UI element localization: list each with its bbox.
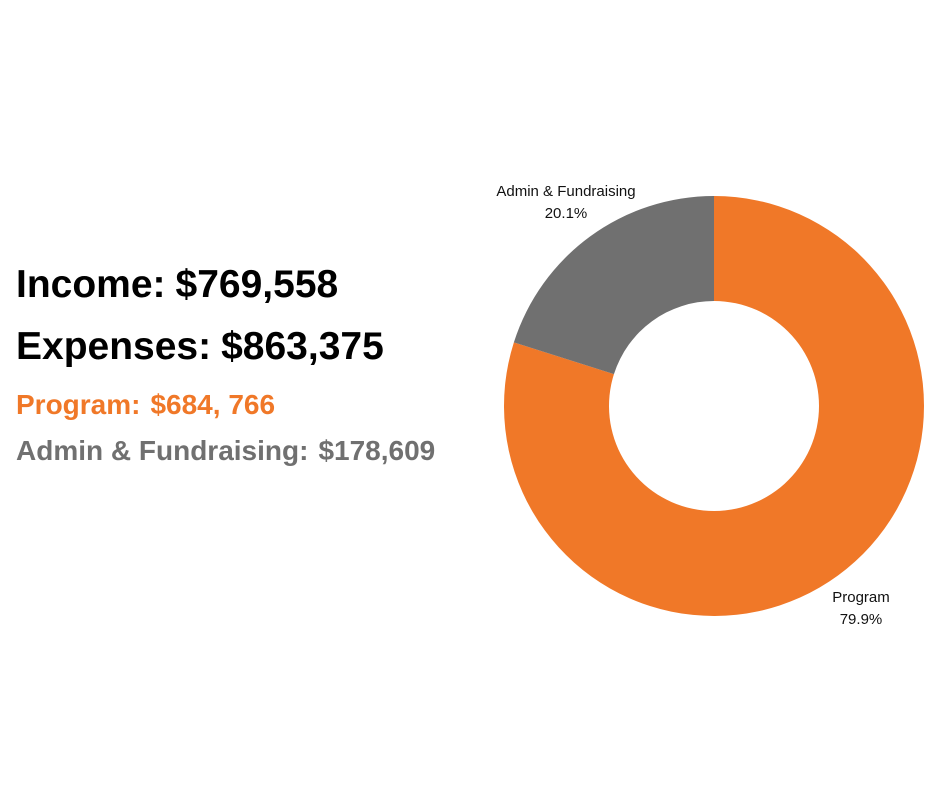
- donut-slice-program: [503, 196, 925, 617]
- income-value: $769,558: [175, 263, 339, 306]
- slice-percent-label: 79.9%: [840, 611, 883, 628]
- donut-slice-admin-fundraising: [513, 196, 714, 375]
- program-expense-line: Program: $684, 766: [16, 388, 435, 422]
- expenses-value: $863,375: [221, 325, 384, 368]
- slice-name-label: Program: [832, 589, 890, 606]
- admin-expense-line: Admin & Fundraising: $178,609: [16, 434, 435, 468]
- financial-summary: Income: $769,558 Expenses: $863,375 Progra…: [16, 262, 435, 468]
- program-label: Program:: [16, 389, 141, 420]
- expenses-line: Expenses: $863,375: [16, 324, 435, 370]
- expenses-label: Expenses:: [16, 325, 212, 368]
- slice-name-label: Admin & Fundraising: [496, 183, 635, 200]
- slice-percent-label: 20.1%: [545, 205, 588, 222]
- income-label: Income:: [16, 263, 166, 306]
- income-line: Income: $769,558: [16, 262, 435, 308]
- admin-value: $178,609: [318, 435, 436, 466]
- program-value: $684, 766: [150, 389, 276, 420]
- admin-label: Admin & Fundraising:: [16, 435, 309, 466]
